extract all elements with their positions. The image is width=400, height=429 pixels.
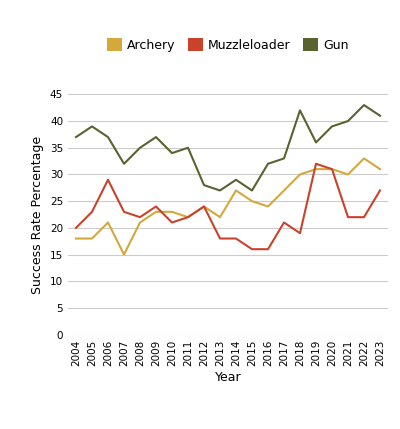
Legend: Archery, Muzzleloader, Gun: Archery, Muzzleloader, Gun bbox=[102, 33, 354, 57]
X-axis label: Year: Year bbox=[215, 372, 241, 384]
Y-axis label: Success Rate Percentage: Success Rate Percentage bbox=[31, 136, 44, 293]
